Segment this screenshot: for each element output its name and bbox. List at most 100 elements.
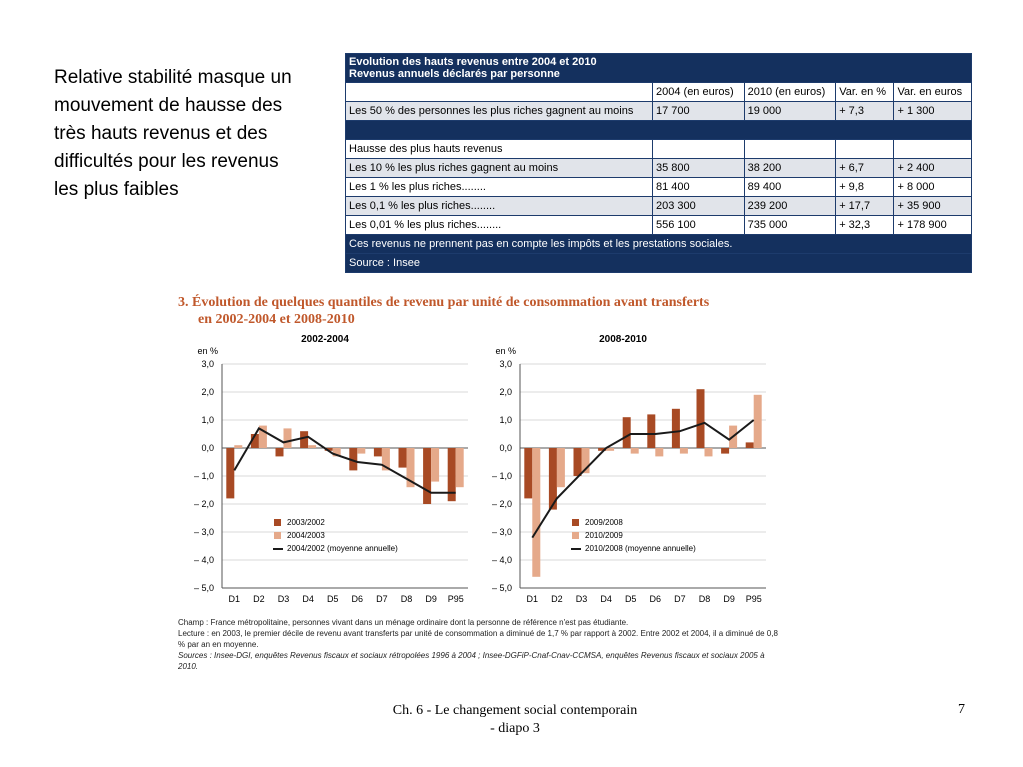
table-cell: 556 100 — [652, 215, 745, 235]
table-header-cell: 2004 (en euros) — [652, 82, 745, 102]
revenue-table: Evolution des hauts revenus entre 2004 e… — [345, 53, 972, 273]
bar — [447, 448, 456, 502]
x-tick-label: P95 — [448, 594, 464, 604]
x-tick-label: D8 — [699, 594, 711, 604]
table-cell: + 7,3 — [835, 101, 895, 121]
note-sources: Sources : Insee-DGI, enquêtes Revenus fi… — [178, 651, 765, 671]
bar — [406, 448, 415, 488]
table-row: Les 1 % les plus riches........ 81 400 8… — [345, 177, 972, 197]
figure-title-line1: 3. Évolution de quelques quantiles de re… — [178, 295, 710, 310]
y-axis-label: en % — [495, 346, 516, 356]
y-tick-label: 1,0 — [499, 415, 512, 425]
table-title-cell: Evolution des hauts revenus entre 2004 e… — [345, 53, 972, 83]
note-lecture: Lecture : en 2003, le premier décile de … — [178, 629, 778, 649]
x-tick-label: D6 — [352, 594, 364, 604]
table-cell: 81 400 — [652, 177, 745, 197]
y-tick-label: – 5,0 — [194, 583, 214, 593]
bar — [704, 448, 713, 457]
y-tick-label: – 1,0 — [194, 471, 214, 481]
legend-swatch — [274, 519, 281, 526]
bar — [606, 448, 615, 451]
table-cell: Les 0,01 % les plus riches........ — [345, 215, 653, 235]
panel-title: 2008-2010 — [599, 334, 647, 345]
bar — [234, 445, 243, 448]
table-cell: + 8 000 — [893, 177, 972, 197]
bar — [381, 448, 390, 471]
table-cell: 203 300 — [652, 196, 745, 216]
bar — [431, 448, 440, 482]
table-separator — [345, 120, 972, 140]
y-tick-label: – 3,0 — [492, 527, 512, 537]
bar — [721, 448, 730, 454]
x-tick-label: D2 — [551, 594, 563, 604]
y-tick-label: – 3,0 — [194, 527, 214, 537]
legend-label: 2004/2002 (moyenne annuelle) — [287, 544, 398, 553]
y-tick-label: – 4,0 — [492, 555, 512, 565]
bar — [423, 448, 432, 504]
bar — [753, 394, 762, 448]
y-tick-label: 2,0 — [499, 387, 512, 397]
table-row: Les 0,01 % les plus riches........ 556 1… — [345, 215, 972, 235]
table-row: Les 50 % des personnes les plus riches g… — [345, 101, 972, 121]
x-tick-label: D6 — [650, 594, 662, 604]
table-section-label: Hausse des plus hauts revenus — [345, 139, 653, 159]
x-tick-label: D1 — [527, 594, 539, 604]
bar — [524, 448, 533, 499]
bar — [671, 408, 680, 448]
table-cell: 38 200 — [743, 158, 837, 178]
table-cell: + 32,3 — [835, 215, 895, 235]
y-tick-label: – 5,0 — [492, 583, 512, 593]
x-tick-label: D4 — [600, 594, 612, 604]
y-axis-label: en % — [197, 346, 218, 356]
x-tick-label: D3 — [576, 594, 588, 604]
x-tick-label: D9 — [723, 594, 735, 604]
bar — [324, 448, 333, 451]
legend-label: 2010/2008 (moyenne annuelle) — [585, 544, 696, 553]
bar — [573, 448, 582, 476]
table-header-row: 2004 (en euros) 2010 (en euros) Var. en … — [345, 82, 972, 102]
bar — [308, 445, 317, 448]
x-tick-label: D7 — [376, 594, 388, 604]
bar — [745, 442, 754, 448]
y-tick-label: – 1,0 — [492, 471, 512, 481]
bar — [357, 448, 366, 454]
table-cell: + 35 900 — [893, 196, 972, 216]
table-cell: + 9,8 — [835, 177, 895, 197]
y-tick-label: – 2,0 — [194, 499, 214, 509]
x-tick-label: D5 — [625, 594, 637, 604]
table-cell: 19 000 — [743, 101, 837, 121]
table-header-cell: Var. en % — [835, 82, 895, 102]
bar — [548, 448, 557, 510]
x-tick-label: D3 — [278, 594, 290, 604]
legend-label: 2009/2008 — [585, 518, 623, 527]
table-row: Les 10 % les plus riches gagnent au moin… — [345, 158, 972, 178]
note-champ: Champ : France métropolitaine, personnes… — [178, 618, 629, 627]
bar — [696, 389, 705, 448]
table-row: Les 0,1 % les plus riches........ 203 30… — [345, 196, 972, 216]
table-cell: Les 0,1 % les plus riches........ — [345, 196, 653, 216]
legend-label: 2004/2003 — [287, 531, 325, 540]
table-cell: + 1 300 — [893, 101, 972, 121]
x-tick-label: D7 — [674, 594, 686, 604]
table-cell: Les 50 % des personnes les plus riches g… — [345, 101, 653, 121]
side-text: Relative stabilité masque un mouvement d… — [54, 67, 292, 200]
bar — [630, 448, 639, 454]
y-tick-label: 3,0 — [201, 359, 214, 369]
table-cell: + 17,7 — [835, 196, 895, 216]
y-tick-label: 0,0 — [499, 443, 512, 453]
x-tick-label: P95 — [746, 594, 762, 604]
y-tick-label: – 4,0 — [194, 555, 214, 565]
table-header-cell: 2010 (en euros) — [743, 82, 837, 102]
bar — [332, 448, 341, 457]
table-cell: 89 400 — [743, 177, 837, 197]
table-cell: 35 800 — [652, 158, 745, 178]
table-title: Evolution des hauts revenus entre 2004 e… — [349, 56, 597, 68]
x-tick-label: D8 — [401, 594, 413, 604]
x-tick-label: D4 — [302, 594, 314, 604]
y-tick-label: – 2,0 — [492, 499, 512, 509]
legend-label: 2010/2009 — [585, 531, 623, 540]
charts-svg: 2002-2004 en % 3,0 2,0 1,0 0,0 – 1,0 – 2,0 – 3,0… — [194, 334, 766, 604]
page-number: 7 — [958, 702, 965, 717]
bar — [349, 448, 358, 471]
table-cell: + 6,7 — [835, 158, 895, 178]
